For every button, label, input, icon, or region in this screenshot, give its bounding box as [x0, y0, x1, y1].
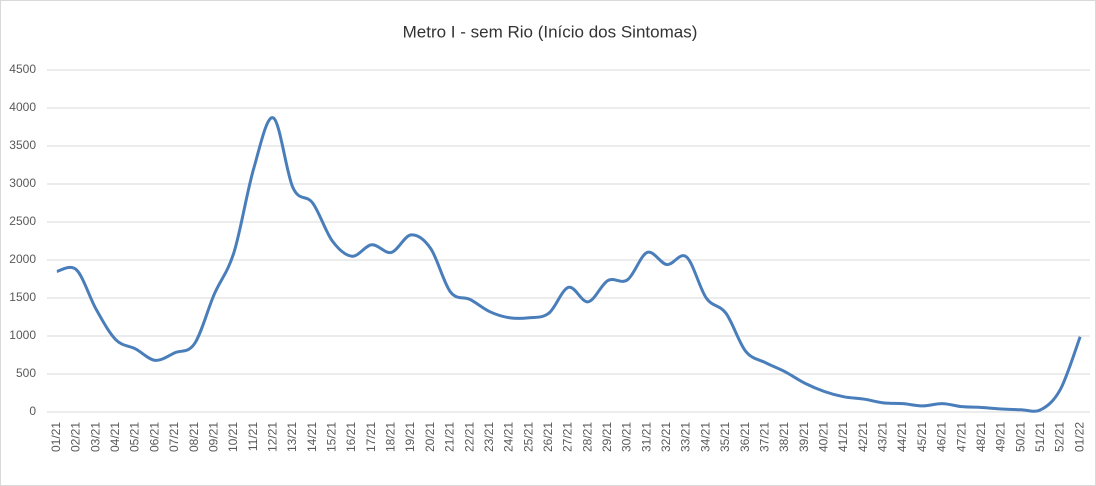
- y-tick-label: 500: [16, 366, 36, 380]
- x-tick-label: 45/21: [915, 422, 929, 452]
- x-tick-label: 35/21: [718, 422, 732, 452]
- y-tick-label: 2000: [9, 252, 36, 266]
- x-tick-label: 14/21: [305, 422, 319, 452]
- y-tick-label: 3500: [9, 138, 36, 152]
- x-tick-label: 15/21: [325, 422, 339, 452]
- x-tick-label: 23/21: [482, 422, 496, 452]
- x-tick-label: 19/21: [403, 422, 417, 452]
- x-tick-label: 31/21: [639, 422, 653, 452]
- x-tick-label: 46/21: [935, 422, 949, 452]
- x-tick-label: 36/21: [738, 422, 752, 452]
- data-line: [56, 116, 1082, 413]
- x-tick-label: 02/21: [69, 422, 83, 452]
- x-tick-label: 27/21: [561, 422, 575, 452]
- x-tick-label: 11/21: [246, 422, 260, 451]
- x-tick-label: 50/21: [1013, 422, 1027, 452]
- x-tick-label: 18/21: [384, 422, 398, 452]
- x-tick-label: 08/21: [187, 422, 201, 452]
- x-tick-label: 52/21: [1053, 422, 1067, 452]
- x-tick-label: 06/21: [147, 422, 161, 452]
- x-tick-label: 43/21: [876, 422, 890, 452]
- y-tick-label: 2500: [9, 214, 36, 228]
- x-tick-label: 01/22: [1072, 422, 1086, 452]
- x-tick-label: 51/21: [1033, 422, 1047, 452]
- x-tick-label: 44/21: [895, 422, 909, 452]
- y-tick-label: 1500: [9, 290, 36, 304]
- x-tick-label: 34/21: [698, 422, 712, 452]
- x-tick-label: 32/21: [659, 422, 673, 452]
- x-tick-label: 37/21: [757, 422, 771, 452]
- x-tick-label: 29/21: [600, 422, 614, 452]
- x-tick-label: 33/21: [679, 422, 693, 452]
- x-tick-label: 24/21: [502, 422, 516, 452]
- y-tick-label: 0: [29, 404, 36, 418]
- x-tick-label: 05/21: [128, 422, 142, 452]
- x-tick-label: 41/21: [836, 422, 850, 452]
- x-tick-label: 03/21: [88, 422, 102, 452]
- chart-title: Metro I - sem Rio (Início dos Sintomas): [403, 22, 698, 41]
- x-tick-label: 13/21: [285, 422, 299, 452]
- x-tick-label: 21/21: [443, 422, 457, 452]
- x-tick-label: 10/21: [226, 422, 240, 452]
- x-tick-label: 01/21: [49, 422, 63, 452]
- x-tick-label: 30/21: [620, 422, 634, 452]
- y-tick-label: 4500: [9, 62, 36, 76]
- x-tick-label: 48/21: [974, 422, 988, 452]
- x-tick-label: 25/21: [521, 422, 535, 452]
- y-tick-label: 4000: [9, 100, 36, 114]
- x-tick-label: 39/21: [797, 422, 811, 452]
- x-tick-label: 38/21: [777, 422, 791, 452]
- x-tick-label: 07/21: [167, 422, 181, 452]
- x-tick-label: 26/21: [541, 422, 555, 452]
- x-tick-label: 28/21: [580, 422, 594, 452]
- x-tick-label: 40/21: [817, 422, 831, 452]
- x-tick-label: 04/21: [108, 422, 122, 452]
- x-tick-label: 20/21: [423, 422, 437, 452]
- x-tick-label: 17/21: [364, 422, 378, 452]
- x-tick-label: 16/21: [344, 422, 358, 452]
- x-tick-label: 22/21: [462, 422, 476, 452]
- x-tick-label: 42/21: [856, 422, 870, 452]
- x-tick-label: 12/21: [265, 422, 279, 452]
- x-tick-label: 47/21: [954, 422, 968, 452]
- y-tick-label: 3000: [9, 176, 36, 190]
- x-tick-label: 09/21: [206, 422, 220, 452]
- x-tick-label: 49/21: [994, 422, 1008, 452]
- y-tick-label: 1000: [9, 328, 36, 342]
